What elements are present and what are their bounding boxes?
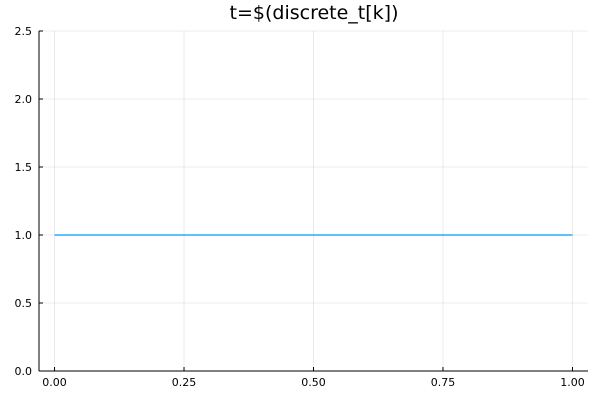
x-tick-label: 1.00 xyxy=(560,376,585,389)
grid xyxy=(39,30,588,372)
x-tick-label: 0.25 xyxy=(172,376,197,389)
x-axis-ticks: 0.00 0.25 0.50 0.75 1.00 xyxy=(42,367,585,389)
y-axis-ticks: 0.0 0.5 1.0 1.5 2.0 2.5 xyxy=(15,25,43,378)
y-tick-label: 1.5 xyxy=(15,161,33,174)
y-tick-label: 0.0 xyxy=(15,365,33,378)
chart-title: t=$(discrete_t[k]) xyxy=(230,2,399,24)
x-tick-label: 0.75 xyxy=(431,376,456,389)
y-tick-label: 2.0 xyxy=(15,93,33,106)
y-tick-label: 0.5 xyxy=(15,297,33,310)
y-tick-label: 2.5 xyxy=(15,25,33,38)
x-tick-label: 0.00 xyxy=(42,376,67,389)
y-tick-label: 1.0 xyxy=(15,229,33,242)
x-tick-label: 0.50 xyxy=(301,376,326,389)
